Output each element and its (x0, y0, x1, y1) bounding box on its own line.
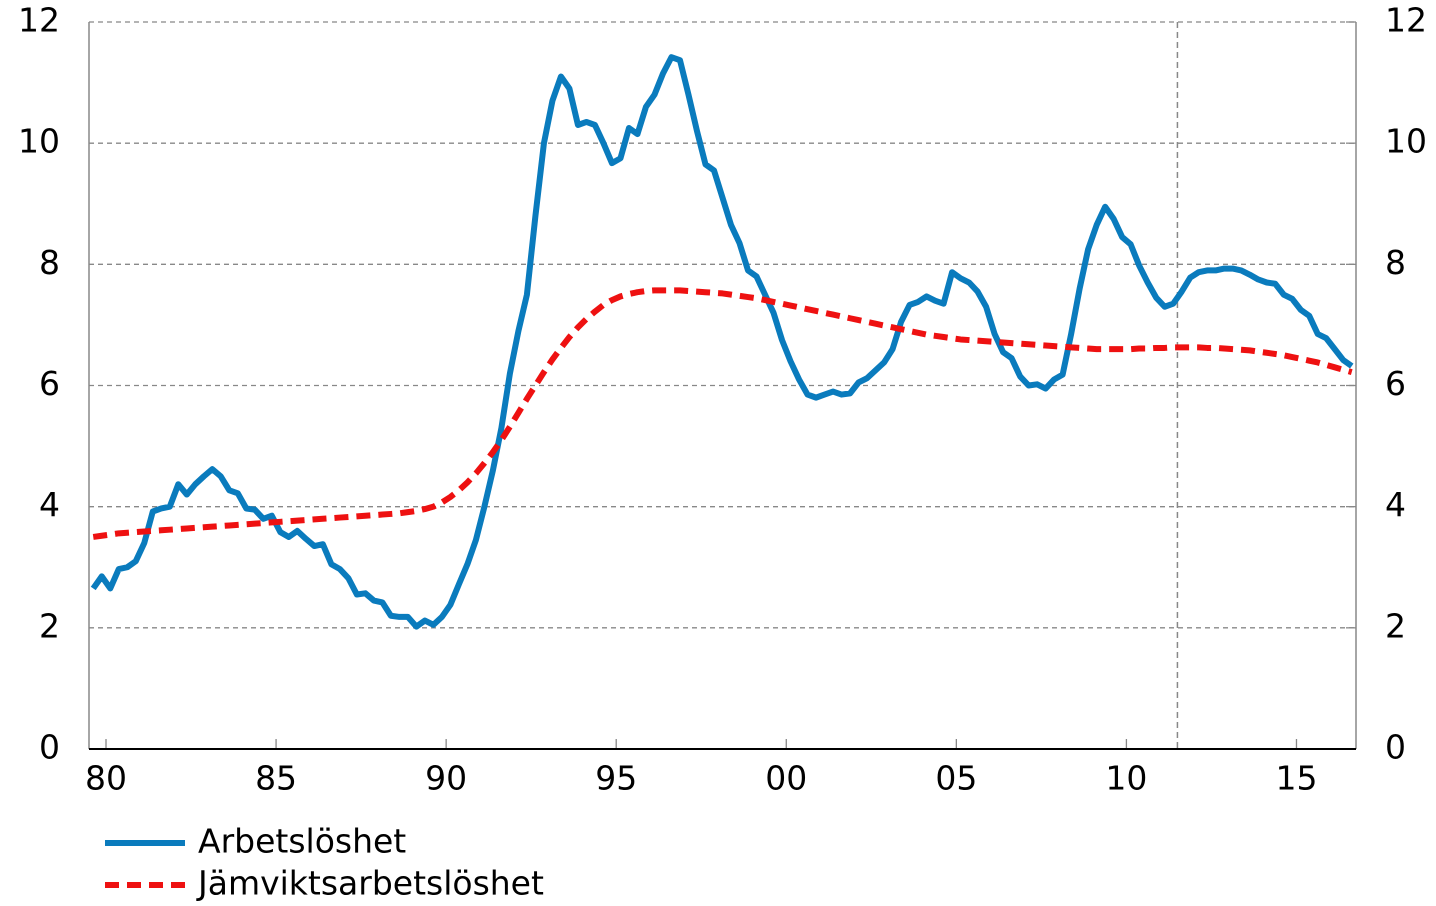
y-tick-label: 6 (39, 364, 60, 403)
y-tick-label: 8 (39, 243, 60, 282)
y-tick-label: 4 (39, 485, 60, 524)
y2-tick-label: 4 (1385, 485, 1406, 524)
y2-tick-label: 6 (1385, 364, 1406, 403)
x-tick-label: 10 (1105, 759, 1147, 798)
legend-label: Jämviktsarbetslöshet (196, 864, 544, 903)
legend-label: Arbetslöshet (198, 822, 406, 861)
x-tick-label: 90 (425, 759, 467, 798)
x-tick-label: 80 (85, 759, 127, 798)
x-tick-label: 00 (765, 759, 807, 798)
y2-tick-label: 0 (1385, 728, 1406, 767)
y2-tick-label: 8 (1385, 243, 1406, 282)
series-line (90, 54, 1354, 630)
y2-tick-label: 10 (1385, 122, 1427, 161)
x-tick-label: 85 (255, 759, 297, 798)
y-tick-label: 2 (39, 606, 60, 645)
y2-tick-label: 2 (1385, 606, 1406, 645)
x-tick-label: 05 (935, 759, 977, 798)
y-tick-label: 12 (18, 1, 60, 40)
x-tick-label: 95 (595, 759, 637, 798)
y-tick-label: 10 (18, 122, 60, 161)
series-line (92, 287, 1353, 540)
x-tick-label: 15 (1275, 759, 1317, 798)
y-tick-label: 0 (39, 728, 60, 767)
y2-tick-label: 12 (1385, 1, 1427, 40)
